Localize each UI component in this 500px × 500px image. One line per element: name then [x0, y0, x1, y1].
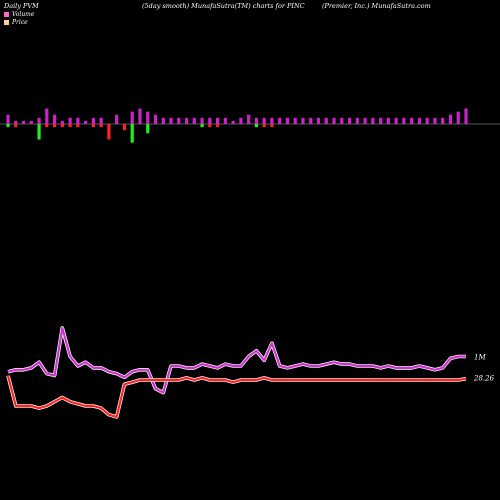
volume-bar-up: [231, 120, 235, 124]
volume-bar-down: [270, 124, 274, 128]
volume-bar-down: [52, 124, 57, 128]
volume-end-label: 1M: [474, 354, 486, 362]
volume-bar-up: [247, 114, 251, 124]
volume-bar-up: [130, 111, 134, 124]
volume-bar-up: [293, 117, 297, 124]
volume-bar-up: [91, 117, 95, 124]
volume-bar-up: [184, 117, 189, 124]
volume-bar-down: [122, 124, 127, 131]
header-left: Daily PVM: [4, 2, 39, 10]
volume-bar-up: [386, 117, 390, 124]
volume-line: [7, 326, 466, 394]
volume-bar-up: [363, 117, 367, 124]
volume-bar-up: [371, 117, 375, 124]
volume-bar-down: [208, 124, 212, 128]
legend-volume: Volume: [4, 11, 34, 18]
volume-bar-up: [161, 117, 165, 124]
volume-bar-down: [45, 124, 49, 128]
volume-bar-up: [379, 117, 383, 124]
volume-bar-down: [6, 124, 10, 128]
volume-bar-up: [309, 117, 313, 124]
volume-bar-up: [417, 117, 422, 124]
volume-bar-up: [448, 114, 453, 124]
legend-volume-swatch: [4, 12, 9, 17]
volume-bar-up: [138, 108, 142, 124]
volume-bar-up: [99, 117, 103, 124]
volume-bar-up: [433, 117, 437, 124]
volume-bar-up: [278, 117, 282, 124]
volume-bar-up: [425, 117, 429, 124]
volume-bar-up: [347, 117, 352, 124]
volume-bar-down: [146, 124, 150, 134]
volume-bar-up: [262, 117, 266, 124]
volume-bar-up: [52, 114, 57, 124]
volume-bar-up: [285, 117, 290, 124]
volume-bar-down: [91, 124, 95, 128]
volume-bar-down: [130, 124, 134, 143]
volume-bar-up: [146, 111, 150, 124]
volume-bar-up: [215, 117, 220, 124]
price-end-label: 28.26: [473, 375, 495, 383]
volume-bar-up: [29, 120, 33, 124]
header-center: (5day smooth) MunafaSutra(TM) charts for…: [142, 2, 305, 10]
volume-bar-up: [239, 117, 243, 124]
volume-bar-up: [76, 117, 80, 124]
volume-bar-up: [45, 108, 49, 124]
volume-bar-up: [355, 117, 359, 124]
volume-bar-up: [153, 114, 158, 124]
volume-bar-up: [301, 117, 305, 124]
volume-bar-up: [394, 117, 398, 124]
volume-bar-down: [68, 124, 72, 128]
volume-bar-down: [76, 124, 80, 128]
price-line: [6, 375, 467, 418]
volume-bar-down: [215, 124, 220, 128]
legend-volume-label: Volume: [12, 11, 35, 18]
volume-bar-down: [14, 124, 18, 128]
volume-bar-up: [200, 117, 204, 124]
volume-bar-down: [200, 124, 204, 128]
volume-bar-up: [324, 117, 328, 124]
volume-bar-down: [107, 124, 111, 140]
legend-price-label: Price: [12, 19, 28, 26]
volume-bar-up: [192, 117, 196, 124]
volume-bar-up: [6, 114, 10, 124]
volume-bar-down: [254, 124, 259, 128]
volume-bar-up: [21, 120, 26, 124]
volume-bar-up: [410, 117, 414, 124]
volume-bar-up: [340, 117, 344, 124]
volume-bar-up: [456, 111, 460, 124]
volume-bar-down: [99, 124, 103, 128]
volume-bar-up: [115, 114, 119, 124]
volume-bar-up: [332, 117, 336, 124]
volume-bar-up: [441, 117, 445, 124]
volume-bar-down: [60, 124, 64, 128]
volume-bar-up: [37, 117, 41, 124]
volume-bar-up: [270, 117, 274, 124]
volume-bar-up: [84, 120, 88, 124]
volume-bar-up: [254, 117, 259, 124]
volume-bar-up: [208, 117, 212, 124]
legend-price: Price: [4, 19, 28, 26]
header-right: (Premier, Inc.) MunafaSutra.com: [322, 2, 431, 10]
volume-bar-up: [14, 120, 18, 124]
volume-bar-up: [464, 108, 468, 124]
volume-bar-up: [68, 117, 72, 124]
volume-bar-down: [262, 124, 266, 128]
volume-bar-up: [402, 117, 406, 124]
volume-bar-up: [60, 120, 64, 124]
legend-price-swatch: [4, 20, 9, 25]
volume-bar-up: [316, 117, 321, 124]
volume-bar-down: [37, 124, 41, 140]
volume-bar-up: [177, 117, 181, 124]
volume-bar-up: [223, 117, 227, 124]
volume-bar-up: [169, 117, 173, 124]
